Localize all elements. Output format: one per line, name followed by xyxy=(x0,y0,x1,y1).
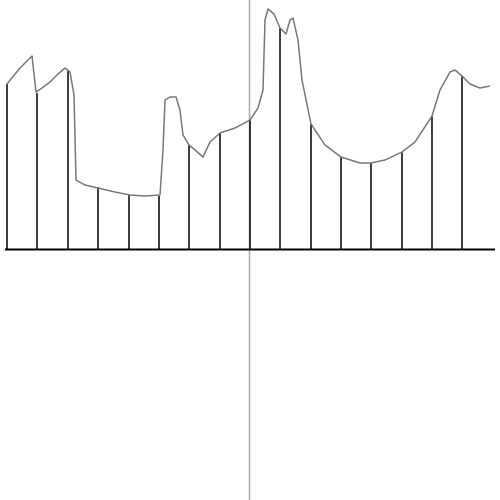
curve xyxy=(6,8,491,197)
